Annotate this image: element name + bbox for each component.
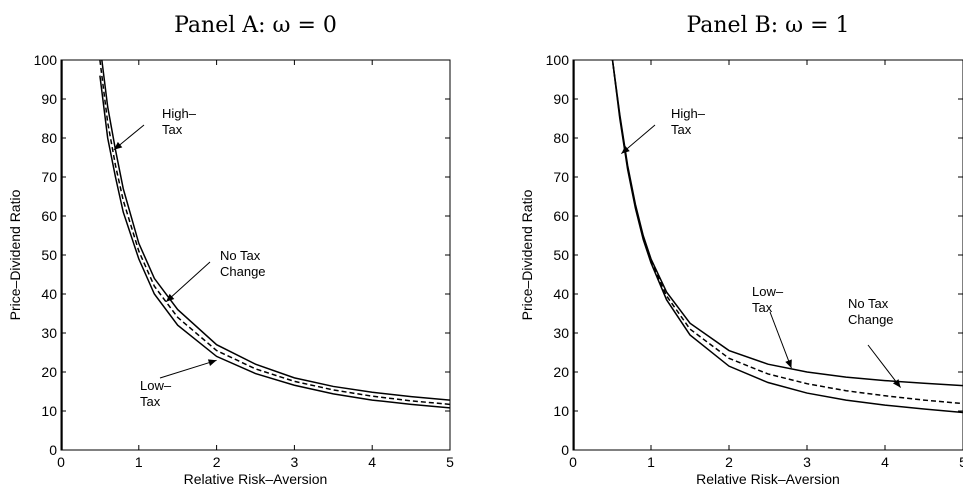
annotation-arrow [159,359,217,379]
y-tick-label: 70 [41,169,57,185]
y-tick-label: 100 [34,52,58,68]
series-line [101,60,450,401]
plot-frame [572,59,963,451]
x-tick-label: 1 [647,454,655,470]
series-line-dashed [99,60,450,406]
annotation-label: Low– Tax [140,378,172,409]
x-tick-label: 5 [959,454,963,470]
x-tick-label: 5 [446,454,454,470]
arrowhead [166,293,175,302]
arrowhead [207,359,217,367]
annotation-label: No Tax Change [220,248,266,279]
annotation-label: High– Tax [671,106,706,137]
y-tick-label: 80 [41,130,57,146]
x-axis-label: Relative Risk–Aversion [696,471,840,487]
x-tick-label: 3 [291,454,299,470]
y-tick-label: 0 [561,442,569,458]
y-tick-label: 80 [553,130,569,146]
x-tick-label: 2 [725,454,733,470]
annotation-label: High– Tax [162,106,197,137]
y-tick-label: 10 [553,403,569,419]
annotation-arrow [867,344,901,388]
series-line [99,75,450,409]
chart-title: Panel B: ω = 1 [686,13,849,38]
x-tick-label: 4 [881,454,889,470]
arrowhead [785,359,792,369]
y-tick-label: 30 [41,325,57,341]
y-tick-label: 60 [553,208,569,224]
y-tick-label: 90 [553,91,569,107]
arrowhead [621,145,630,154]
y-tick-label: 30 [553,325,569,341]
y-tick-label: 0 [49,442,57,458]
annotation-arrow [165,261,211,303]
y-tick-label: 40 [41,286,57,302]
y-axis-label: Price–Dividend Ratio [7,189,23,320]
x-axis-label: Relative Risk–Aversion [184,471,328,487]
x-tick-label: 4 [368,454,376,470]
annotation-label: No Tax Change [848,296,894,327]
x-tick-label: 3 [803,454,811,470]
arrowhead [113,141,123,150]
y-tick-label: 20 [41,364,57,380]
y-axis-label: Price–Dividend Ratio [519,189,535,320]
y-tick-label: 50 [553,247,569,263]
panel-a: Panel A: ω = 00 1 2 3 4 501020304050607080901… [7,13,454,487]
y-tick-label: 70 [553,169,569,185]
annotation-label: Low– Tax [752,284,784,315]
x-tick-label: 0 [569,454,577,470]
y-tick-label: 60 [41,208,57,224]
y-tick-label: 40 [553,286,569,302]
y-tick-label: 100 [546,52,570,68]
x-tick-label: 2 [213,454,221,470]
y-tick-label: 90 [41,91,57,107]
panel-b: Panel B: ω = 101234501020304050607080901… [519,13,963,487]
chart-title: Panel A: ω = 0 [174,13,337,38]
y-tick-label: 50 [41,247,57,263]
series-line-dashed [611,60,963,405]
series-line [611,60,963,387]
series-line [611,60,963,414]
x-tick-label: 0 [57,454,65,470]
y-tick-label: 10 [41,403,57,419]
annotation-arrow [769,311,792,369]
y-tick-label: 20 [553,364,569,380]
arrowhead [892,379,901,388]
x-tick-label: 1 [135,454,143,470]
